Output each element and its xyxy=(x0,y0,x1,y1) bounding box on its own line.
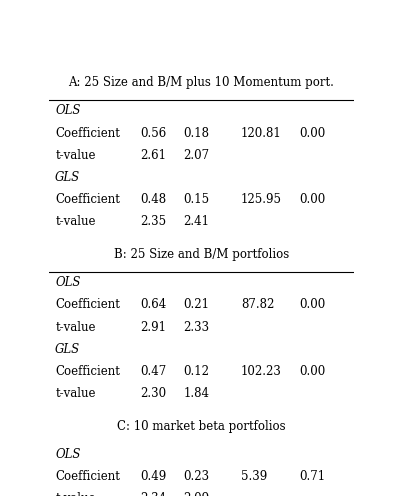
Text: 120.81: 120.81 xyxy=(241,126,282,139)
Text: OLS: OLS xyxy=(55,104,81,118)
Text: 2.35: 2.35 xyxy=(141,215,167,228)
Text: A: 25 Size and B/M plus 10 Momentum port.: A: 25 Size and B/M plus 10 Momentum port… xyxy=(68,76,334,89)
Text: 0.00: 0.00 xyxy=(299,299,325,311)
Text: t-value: t-value xyxy=(55,493,96,496)
Text: 0.00: 0.00 xyxy=(299,193,325,206)
Text: 0.48: 0.48 xyxy=(141,193,167,206)
Text: 0.49: 0.49 xyxy=(141,470,167,483)
Text: t-value: t-value xyxy=(55,387,96,400)
Text: 0.18: 0.18 xyxy=(183,126,209,139)
Text: 0.71: 0.71 xyxy=(299,470,325,483)
Text: 0.00: 0.00 xyxy=(299,365,325,378)
Text: t-value: t-value xyxy=(55,215,96,228)
Text: 2.33: 2.33 xyxy=(183,320,209,333)
Text: GLS: GLS xyxy=(55,343,80,356)
Text: GLS: GLS xyxy=(55,171,80,184)
Text: 0.47: 0.47 xyxy=(141,365,167,378)
Text: Coefficient: Coefficient xyxy=(55,470,120,483)
Text: 1.84: 1.84 xyxy=(183,387,209,400)
Text: Coefficient: Coefficient xyxy=(55,299,120,311)
Text: Coefficient: Coefficient xyxy=(55,193,120,206)
Text: 0.56: 0.56 xyxy=(141,126,167,139)
Text: 0.64: 0.64 xyxy=(141,299,167,311)
Text: 0.23: 0.23 xyxy=(183,470,209,483)
Text: 0.12: 0.12 xyxy=(183,365,209,378)
Text: 2.34: 2.34 xyxy=(141,493,167,496)
Text: 87.82: 87.82 xyxy=(241,299,274,311)
Text: 2.09: 2.09 xyxy=(183,493,209,496)
Text: 0.15: 0.15 xyxy=(183,193,209,206)
Text: 0.00: 0.00 xyxy=(299,126,325,139)
Text: t-value: t-value xyxy=(55,149,96,162)
Text: 2.41: 2.41 xyxy=(183,215,209,228)
Text: 125.95: 125.95 xyxy=(241,193,282,206)
Text: 5.39: 5.39 xyxy=(241,470,267,483)
Text: 2.61: 2.61 xyxy=(141,149,167,162)
Text: 102.23: 102.23 xyxy=(241,365,282,378)
Text: Coefficient: Coefficient xyxy=(55,365,120,378)
Text: 2.30: 2.30 xyxy=(141,387,167,400)
Text: 2.91: 2.91 xyxy=(141,320,167,333)
Text: B: 25 Size and B/M portfolios: B: 25 Size and B/M portfolios xyxy=(114,248,289,261)
Text: 2.07: 2.07 xyxy=(183,149,209,162)
Text: t-value: t-value xyxy=(55,320,96,333)
Text: OLS: OLS xyxy=(55,276,81,289)
Text: Coefficient: Coefficient xyxy=(55,126,120,139)
Text: 0.21: 0.21 xyxy=(183,299,209,311)
Text: OLS: OLS xyxy=(55,448,81,461)
Text: C: 10 market beta portfolios: C: 10 market beta portfolios xyxy=(117,420,286,433)
